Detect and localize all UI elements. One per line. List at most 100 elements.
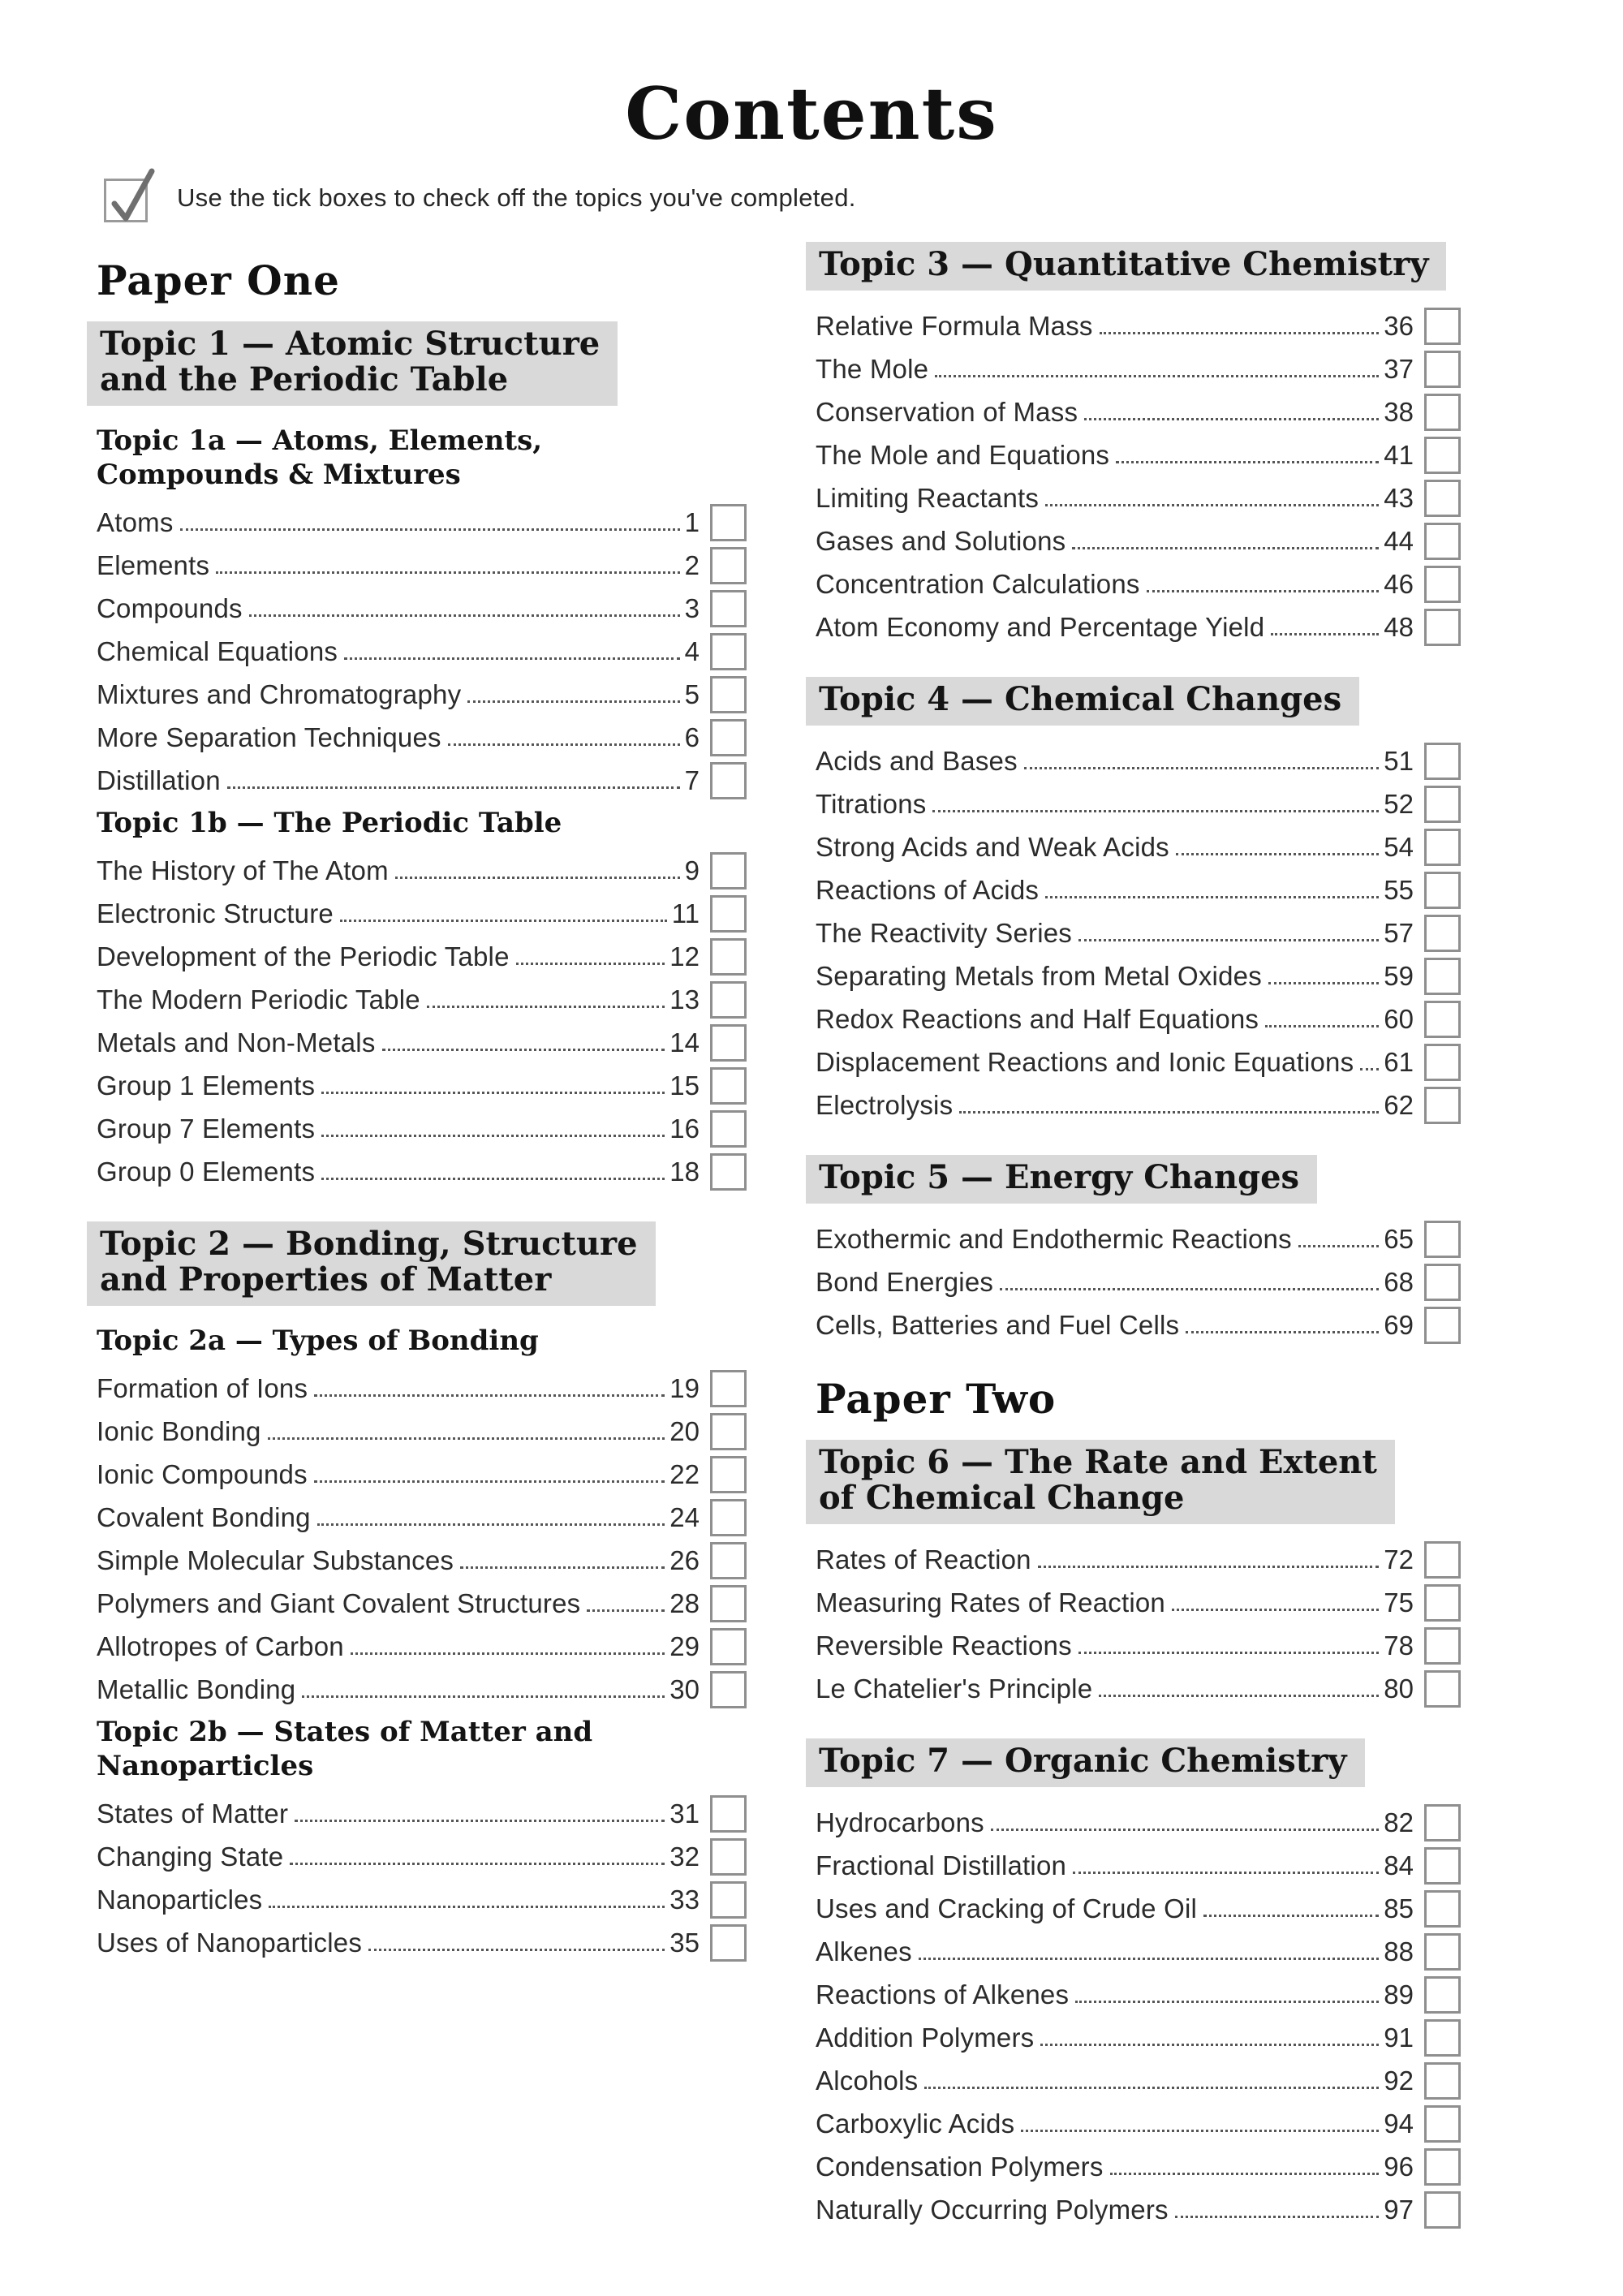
topic-checkbox[interactable]	[1424, 1541, 1461, 1579]
toc-entry-label: Alcohols	[816, 2066, 919, 2096]
dotted-leader	[918, 1958, 1380, 1960]
topic-checkbox[interactable]	[1424, 1001, 1461, 1038]
topic-checkbox[interactable]	[710, 504, 747, 541]
topic-checkbox[interactable]	[710, 1924, 747, 1962]
topic-checkbox[interactable]	[710, 1671, 747, 1708]
topic-checkbox[interactable]	[1424, 1044, 1461, 1081]
topic-checkbox[interactable]	[710, 1370, 747, 1407]
topic-checkbox[interactable]	[710, 1881, 747, 1919]
toc-page-number: 22	[669, 1459, 700, 1489]
topic-checkbox[interactable]	[1424, 1933, 1461, 1971]
toc-entry-label: Reactions of Acids	[816, 875, 1040, 905]
toc-row: Bond Energies 68	[816, 1258, 1461, 1301]
toc-row: Alkenes 88	[816, 1928, 1461, 1971]
topic-checkbox[interactable]	[1424, 1890, 1461, 1928]
toc-section-entries: Hydrocarbons 82 Fractional Distillation 84 U…	[816, 1798, 1461, 2229]
topic-checkbox[interactable]	[710, 633, 747, 670]
topic-checkbox[interactable]	[1424, 743, 1461, 780]
topic-checkbox[interactable]	[710, 1153, 747, 1191]
topic-checkbox[interactable]	[710, 852, 747, 890]
topic-checkbox[interactable]	[710, 1585, 747, 1622]
topic-checkbox[interactable]	[1424, 1976, 1461, 2014]
dotted-leader	[587, 1609, 665, 1612]
topic-checkbox[interactable]	[1424, 2019, 1461, 2057]
topic-checkbox[interactable]	[1424, 958, 1461, 995]
topic-checkbox[interactable]	[1424, 1847, 1461, 1885]
dotted-leader	[1175, 853, 1380, 855]
toc-entry-label: Titrations	[816, 789, 927, 819]
topic-checkbox[interactable]	[1424, 1307, 1461, 1344]
topic-checkbox[interactable]	[710, 895, 747, 933]
toc-section-entries: Formation of Ions 19 Ionic Bonding 20 Ionic …	[97, 1364, 747, 1708]
topic-checkbox[interactable]	[710, 1542, 747, 1579]
topic-checkbox[interactable]	[710, 1110, 747, 1148]
topic-checkbox[interactable]	[710, 938, 747, 976]
topic-checkbox[interactable]	[1424, 829, 1461, 866]
topic-checkbox[interactable]	[1424, 2191, 1461, 2229]
topic-checkbox[interactable]	[1424, 915, 1461, 952]
topic-heading-line: Topic 1 — Atomic Structure	[100, 325, 601, 363]
dotted-leader	[990, 1829, 1380, 1831]
topic-checkbox[interactable]	[1424, 1670, 1461, 1708]
toc-row: Reversible Reactions 78	[816, 1622, 1461, 1665]
topic-checkbox[interactable]	[1424, 2105, 1461, 2143]
topic-checkbox[interactable]	[710, 1456, 747, 1493]
topic-checkbox[interactable]	[1424, 480, 1461, 517]
topic-checkbox[interactable]	[1424, 566, 1461, 603]
dotted-leader	[1072, 547, 1380, 549]
topic-checkbox[interactable]	[1424, 1264, 1461, 1301]
topic-checkbox[interactable]	[710, 981, 747, 1019]
toc-entry-label: Group 0 Elements	[97, 1157, 316, 1187]
dotted-leader	[1023, 767, 1380, 769]
toc-page-number: 37	[1384, 354, 1414, 384]
toc-section-entries: Rates of Reaction 72 Measuring Rates of Re…	[816, 1536, 1461, 1708]
topic-checkbox[interactable]	[710, 547, 747, 584]
dotted-leader	[1075, 2001, 1380, 2003]
topic-checkbox[interactable]	[1424, 872, 1461, 909]
topic-checkbox[interactable]	[710, 1499, 747, 1536]
topic-checkbox[interactable]	[710, 762, 747, 799]
toc-entry-label: Mixtures and Chromatography	[97, 679, 462, 709]
toc-row: Titrations 52	[816, 780, 1461, 823]
topic-checkbox[interactable]	[710, 1628, 747, 1665]
toc-row: Gases and Solutions 44	[816, 517, 1461, 560]
topic-checkbox[interactable]	[1424, 1087, 1461, 1124]
toc-entry-label: Measuring Rates of Reaction	[816, 1587, 1165, 1618]
topic-checkbox[interactable]	[1424, 1584, 1461, 1622]
toc-page-number: 12	[669, 941, 700, 971]
topic-heading: Topic 1 — Atomic Structure and the Period…	[87, 321, 618, 406]
topic-checkbox[interactable]	[710, 1838, 747, 1876]
topic-checkbox[interactable]	[710, 1024, 747, 1062]
toc-page-number: 44	[1384, 526, 1414, 556]
topic-checkbox[interactable]	[1424, 523, 1461, 560]
topic-checkbox[interactable]	[1424, 609, 1461, 646]
topic-checkbox[interactable]	[710, 676, 747, 713]
dotted-leader	[1099, 1695, 1380, 1697]
topic-checkbox[interactable]	[1424, 1221, 1461, 1258]
topic-checkbox[interactable]	[1424, 437, 1461, 474]
toc-entry-label: Alkenes	[816, 1936, 912, 1966]
contents-column-left: Paper One Topic 1 — Atomic Structure and t…	[87, 258, 747, 1962]
topic-checkbox[interactable]	[1424, 394, 1461, 431]
topic-checkbox[interactable]	[710, 719, 747, 756]
toc-entry-label: Chemical Equations	[97, 636, 338, 666]
topic-checkbox[interactable]	[1424, 308, 1461, 345]
topic-checkbox[interactable]	[710, 590, 747, 627]
topic-checkbox[interactable]	[1424, 351, 1461, 388]
topic-checkbox[interactable]	[1424, 786, 1461, 823]
toc-entry-label: Electrolysis	[816, 1090, 954, 1120]
dotted-leader	[932, 810, 1380, 812]
topic-checkbox[interactable]	[710, 1795, 747, 1833]
toc-section-entries: Atoms 1 Elements 2 Compounds 3 Chemical Equati…	[97, 498, 747, 799]
topic-checkbox[interactable]	[1424, 2148, 1461, 2186]
topic-checkbox[interactable]	[1424, 1804, 1461, 1842]
topic-checkbox[interactable]	[1424, 2062, 1461, 2100]
topic-checkbox[interactable]	[710, 1067, 747, 1105]
toc-row: Atom Economy and Percentage Yield 48	[816, 603, 1461, 646]
topic-checkbox[interactable]	[710, 1413, 747, 1450]
topic-checkbox[interactable]	[1424, 1627, 1461, 1665]
toc-row: Displacement Reactions and Ionic Equatio…	[816, 1038, 1461, 1081]
toc-page-number: 33	[669, 1885, 700, 1915]
dotted-leader	[368, 1949, 665, 1951]
